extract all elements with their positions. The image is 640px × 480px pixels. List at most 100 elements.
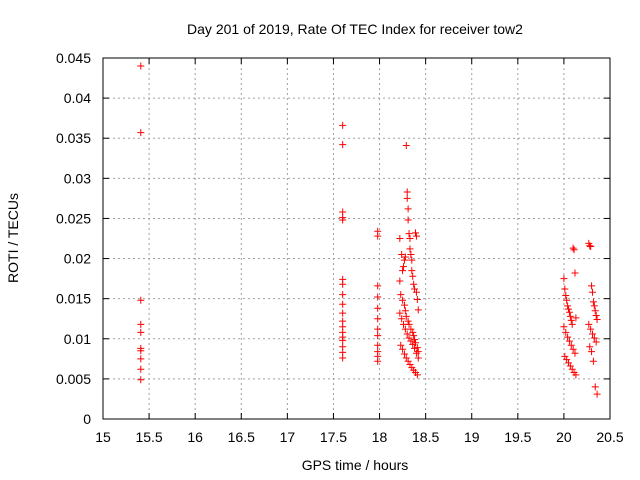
y-tick-label: 0 — [83, 411, 91, 427]
data-point-marker — [399, 296, 407, 304]
plot-frame — [102, 57, 611, 420]
x-tick-label: 17.5 — [320, 429, 347, 445]
data-point-marker — [399, 267, 407, 275]
data-point-marker — [411, 229, 419, 237]
x-tick-label: 20 — [556, 429, 572, 445]
data-point-marker — [339, 336, 347, 344]
data-point-marker — [565, 337, 573, 345]
data-point-marker — [339, 121, 347, 129]
x-tick-label: 18.5 — [412, 429, 439, 445]
data-point-marker — [374, 232, 382, 240]
data-point-marker — [406, 235, 414, 242]
data-point-marker — [587, 325, 595, 333]
y-tick-label: 0.04 — [64, 90, 91, 106]
data-point-marker — [589, 357, 597, 365]
data-point-marker — [374, 325, 382, 333]
data-point-marker — [374, 304, 382, 312]
y-tick-label: 0.01 — [64, 331, 91, 347]
data-point-marker — [137, 62, 145, 70]
data-point-marker — [400, 263, 408, 271]
data-point-marker — [561, 352, 569, 360]
data-point-marker — [401, 253, 409, 261]
data-point-marker — [400, 301, 408, 309]
y-tick-label: 0.02 — [64, 251, 91, 267]
data-point-marker — [397, 341, 405, 349]
data-point-marker — [404, 317, 412, 325]
data-point-marker — [137, 328, 145, 336]
y-tick-label: 0.045 — [56, 50, 91, 66]
x-tick-label: 15 — [95, 429, 111, 445]
data-point-marker — [591, 383, 599, 391]
data-point-marker — [404, 216, 412, 224]
data-point-marker — [568, 320, 576, 328]
data-point-marker — [400, 350, 408, 358]
data-point-marker — [565, 305, 573, 313]
data-point-marker — [572, 371, 580, 379]
data-point-marker — [588, 330, 596, 338]
data-point-marker — [339, 141, 347, 149]
data-point-marker — [586, 343, 594, 351]
x-tick-label: 16.5 — [228, 429, 255, 445]
grid-layer — [103, 58, 610, 419]
data-point-marker — [404, 205, 412, 213]
data-point-marker — [562, 291, 570, 299]
data-point-marker — [412, 232, 420, 240]
y-axis-label: ROTI / TECUs — [5, 193, 21, 283]
data-point-marker — [396, 309, 404, 317]
data-point-marker — [402, 312, 410, 320]
data-point-marker — [409, 272, 417, 280]
data-point-marker — [410, 332, 418, 340]
data-point-marker — [567, 316, 575, 324]
data-point-marker — [408, 256, 416, 264]
data-point-marker — [589, 298, 597, 306]
data-point-marker — [374, 315, 382, 323]
data-point-marker — [410, 280, 418, 288]
data-point-marker — [413, 295, 421, 303]
data-point-marker — [398, 315, 406, 323]
data-point-marker — [588, 348, 596, 356]
data-point-marker — [572, 314, 580, 322]
y-tick-label: 0.035 — [56, 130, 91, 146]
data-point-marker — [399, 345, 407, 353]
tick-layer: 15 15.5 16 16.5 17 17.5 18 18.5 19 19.5 20 20.5 0 0.0… — [56, 50, 624, 445]
x-tick-label: 19 — [464, 429, 480, 445]
data-point-marker — [408, 267, 416, 275]
data-point-marker — [396, 277, 404, 285]
data-point-marker — [374, 293, 382, 301]
x-tick-label: 19.5 — [504, 429, 531, 445]
data-point-marker — [411, 285, 419, 293]
data-point-marker — [409, 340, 417, 348]
data-point-marker — [339, 216, 347, 224]
x-tick-label: 15.5 — [135, 429, 162, 445]
data-point-marker — [406, 245, 414, 253]
data-point-marker — [411, 336, 419, 344]
data-point-marker — [137, 347, 145, 355]
data-point-marker — [564, 333, 572, 341]
data-point-marker — [588, 282, 596, 290]
data-point-marker — [398, 251, 406, 259]
y-tick-label: 0.025 — [56, 210, 91, 226]
x-tick-label: 20.5 — [596, 429, 623, 445]
data-point-marker — [396, 235, 404, 242]
data-point-marker — [561, 285, 569, 293]
data-point-marker — [563, 296, 571, 304]
data-point-marker — [137, 355, 145, 363]
data-point-marker — [339, 309, 347, 317]
data-point-marker — [585, 320, 593, 328]
data-point-marker — [374, 282, 382, 290]
data-point-marker — [571, 349, 579, 357]
data-point-marker — [137, 129, 145, 137]
data-point-marker — [137, 296, 145, 304]
data-point-marker — [566, 312, 574, 320]
data-point-marker — [587, 243, 595, 251]
data-point-marker — [571, 269, 579, 277]
data-point-marker — [590, 302, 598, 310]
x-tick-label: 16 — [187, 429, 203, 445]
data-point-marker — [567, 341, 575, 349]
data-point-marker — [339, 300, 347, 308]
data-point-marker — [414, 354, 422, 362]
data-point-marker — [405, 230, 413, 238]
data-point-marker — [570, 246, 578, 254]
data-point-marker — [565, 359, 573, 367]
